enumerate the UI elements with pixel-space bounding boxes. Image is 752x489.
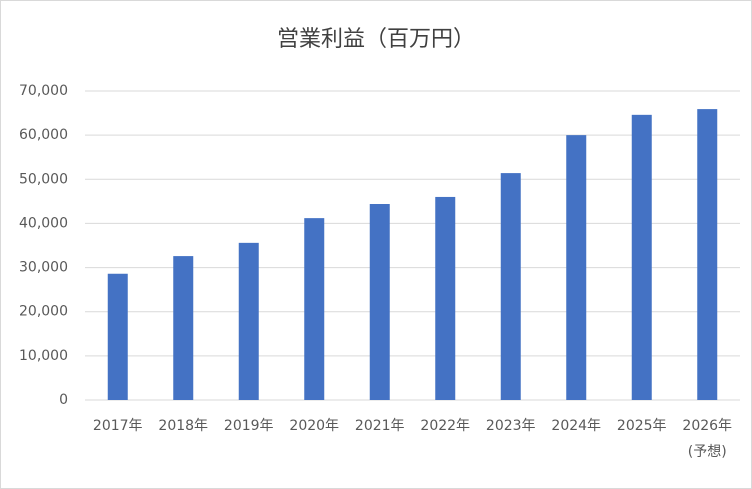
bar [697, 109, 718, 400]
x-tick-label: 2020年 [289, 418, 340, 434]
x-tick-label: 2021年 [354, 418, 405, 434]
bar [238, 242, 259, 400]
bar [566, 135, 587, 400]
bar [435, 196, 456, 400]
bar [500, 173, 521, 400]
x-tick-label: 2017年 [92, 418, 143, 434]
bar [631, 114, 652, 400]
x-tick-label: 2026年 (予想) [682, 418, 733, 460]
x-tick-label: 2018年 [158, 418, 209, 434]
x-tick-label: 2023年 [485, 418, 536, 434]
y-tick-label: 50,000 [19, 171, 68, 187]
y-tick-label: 30,000 [19, 260, 68, 276]
chart-title: 営業利益（百万円） [277, 27, 475, 52]
y-tick-label: 20,000 [19, 304, 68, 320]
y-tick-label: 60,000 [19, 127, 68, 143]
x-tick-label: 2022年 [420, 418, 471, 434]
y-tick-label: 0 [59, 392, 68, 408]
x-tick-label: 2019年 [223, 418, 274, 434]
y-tick-label: 10,000 [19, 348, 68, 364]
y-tick-label: 40,000 [19, 215, 68, 231]
bar [304, 218, 325, 400]
bar [173, 256, 194, 400]
x-tick-label: 2025年 [616, 418, 667, 434]
x-tick-label: 2024年 [551, 418, 602, 434]
bar [107, 273, 128, 400]
bar [369, 204, 390, 400]
y-tick-label: 70,000 [19, 83, 68, 99]
